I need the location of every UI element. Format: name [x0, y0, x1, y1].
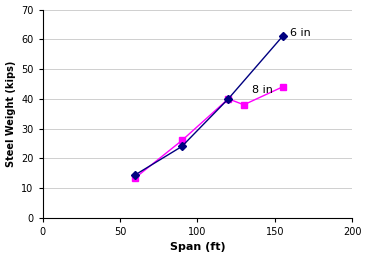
Y-axis label: Steel Weight (kips): Steel Weight (kips)	[6, 61, 15, 167]
Text: 8 in: 8 in	[251, 85, 272, 95]
X-axis label: Span (ft): Span (ft)	[170, 243, 225, 252]
Text: 6 in: 6 in	[290, 28, 311, 38]
